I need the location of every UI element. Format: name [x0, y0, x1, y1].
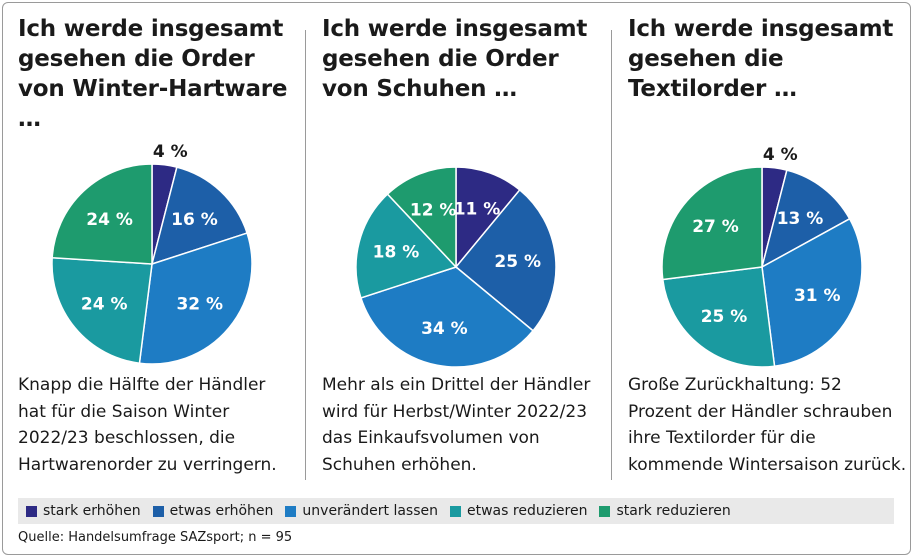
- panel-schuhe: Ich werde insgesamt gesehen die Order vo…: [322, 14, 610, 484]
- legend-swatch: [152, 505, 164, 517]
- legend-label: unverändert lassen: [302, 503, 438, 519]
- legend-item: unverändert lassen: [285, 503, 438, 519]
- legend-label: stark reduzieren: [616, 503, 731, 519]
- pie-label-unveraendert-lassen: 31 %: [794, 286, 841, 306]
- legend-item: etwas reduzieren: [450, 503, 587, 519]
- pie-label-stark-erhoehen: 4 %: [153, 142, 188, 162]
- legend-swatch: [26, 505, 37, 517]
- pie-slice-stark-reduzieren: [386, 166, 457, 269]
- legend-item: etwas erhöhen: [152, 503, 274, 519]
- pie-label-etwas-erhoehen: 16 %: [171, 210, 218, 230]
- legend-item: stark reduzieren: [599, 503, 731, 519]
- chart-title: Ich werde insgesamt gesehen die Order vo…: [18, 16, 288, 132]
- legend-item: stark erhöhen: [26, 503, 141, 519]
- pie-slice-stark-reduzieren: [51, 163, 153, 265]
- pie-label-unveraendert-lassen: 32 %: [176, 295, 223, 315]
- chart-description: Große Zurückhaltung: 52 Prozent der Händ…: [628, 375, 907, 475]
- legend-label: stark erhöhen: [43, 503, 141, 519]
- pie-slice-stark-reduzieren: [661, 166, 763, 281]
- pie-label-etwas-reduzieren: 18 %: [373, 243, 420, 263]
- pie-chart-hartware: 4 % 16 % 32 % 24 % 24 %: [51, 142, 253, 365]
- pie-chart-schuhe: 11 % 25 % 34 % 18 % 12 %: [355, 166, 557, 368]
- pie-slice-etwas-reduzieren: [661, 266, 776, 368]
- legend: stark erhöhen etwas erhöhen unverändert …: [18, 498, 894, 524]
- chart-description: Knapp die Hälfte der Händler hat für die…: [18, 375, 277, 475]
- legend-label: etwas erhöhen: [169, 503, 274, 519]
- pie-label-etwas-reduzieren: 25 %: [701, 307, 748, 327]
- legend-swatch: [599, 505, 611, 517]
- pie-label-stark-erhoehen: 11 %: [454, 200, 501, 220]
- pie-label-unveraendert-lassen: 34 %: [421, 319, 468, 339]
- chart-description: Mehr als ein Drittel der Händler wird fü…: [322, 375, 591, 475]
- pie-slice-etwas-erhoehen: [454, 188, 557, 332]
- pie-slice-etwas-reduzieren: [355, 193, 458, 299]
- pie-label-stark-reduzieren: 27 %: [692, 217, 739, 237]
- pie-label-etwas-erhoehen: 13 %: [777, 209, 824, 229]
- pie-label-stark-reduzieren: 12 %: [410, 200, 457, 220]
- divider: [305, 30, 306, 480]
- source-note: Quelle: Handelsumfrage SAZsport; n = 95: [18, 530, 293, 545]
- pie-label-etwas-erhoehen: 25 %: [494, 252, 541, 272]
- legend-swatch: [450, 505, 461, 517]
- divider: [611, 30, 612, 480]
- pie-slice-unveraendert-lassen: [138, 232, 253, 365]
- chart-title: Ich werde insgesamt gesehen die Textilor…: [628, 16, 894, 102]
- pie-slice-unveraendert-lassen: [359, 266, 535, 368]
- legend-label: etwas reduzieren: [467, 503, 588, 519]
- panel-textil: Ich werde insgesamt gesehen die Textilor…: [628, 14, 915, 484]
- pie-chart-textil: 4 % 13 % 31 % 25 % 27 %: [661, 145, 863, 368]
- pie-slice-unveraendert-lassen: [761, 217, 863, 368]
- pie-slice-etwas-erhoehen: [760, 169, 851, 269]
- legend-swatch: [285, 505, 297, 517]
- pie-label-etwas-reduzieren: 24 %: [81, 295, 128, 315]
- pie-label-stark-erhoehen: 4 %: [763, 145, 798, 165]
- pie-slice-etwas-erhoehen: [150, 166, 249, 266]
- panel-hartware: Ich werde insgesamt gesehen die Order vo…: [18, 14, 306, 484]
- pie-slice-etwas-reduzieren: [51, 256, 153, 365]
- pie-label-stark-reduzieren: 24 %: [86, 210, 133, 230]
- pie-slice-stark-erhoehen: [455, 166, 521, 270]
- chart-title: Ich werde insgesamt gesehen die Order vo…: [322, 16, 588, 102]
